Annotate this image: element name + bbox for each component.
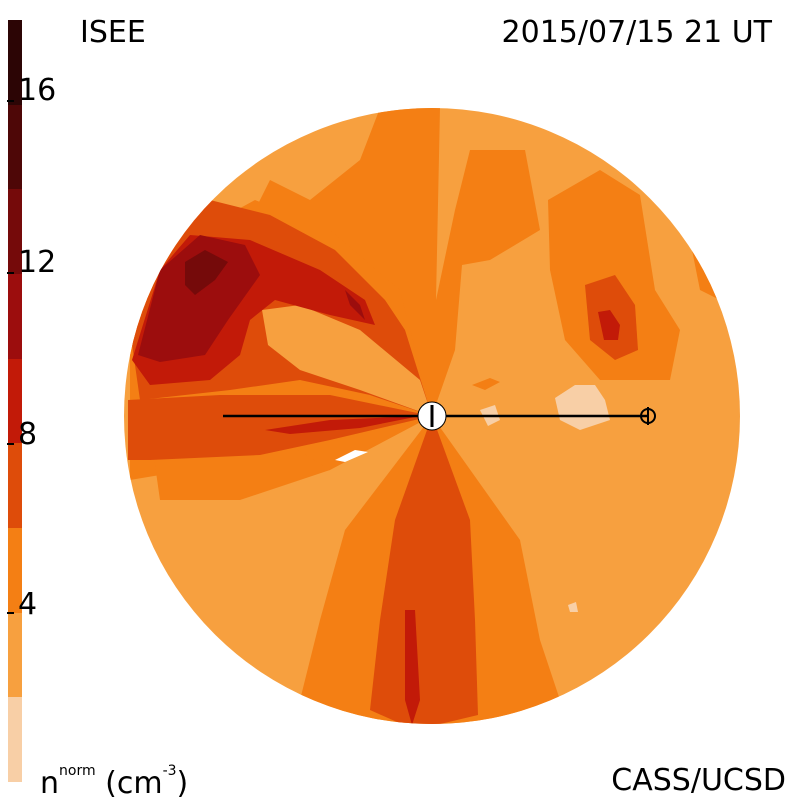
units-label: nnorm (cm-3) — [40, 763, 189, 801]
colorbar-segment — [8, 697, 22, 782]
colorbar-tick-8 — [7, 443, 14, 445]
colorbar-segment — [8, 20, 22, 105]
colorbar-segment — [8, 612, 22, 698]
colorbar-label-8: 8 — [18, 417, 38, 452]
model-title: ISEE — [80, 15, 146, 50]
colorbar-segment — [8, 527, 22, 613]
colorbar-tick-12 — [7, 272, 14, 274]
colorbar-tick-4 — [7, 612, 14, 614]
colorbar-label-16: 16 — [18, 73, 57, 108]
colorbar — [8, 20, 22, 782]
colorbar-label-12: 12 — [18, 245, 57, 280]
colorbar-label-4: 4 — [18, 587, 38, 622]
datetime-label: 2015/07/15 21 UT — [501, 15, 772, 50]
colorbar-segment — [8, 189, 22, 274]
colorbar-segment — [8, 358, 22, 444]
credit-label: CASS/UCSD — [611, 763, 786, 798]
colorbar-segment — [8, 104, 22, 190]
colorbar-tick-16 — [7, 100, 14, 102]
colorbar-segment — [8, 273, 22, 359]
colorbar-segment — [8, 443, 22, 528]
